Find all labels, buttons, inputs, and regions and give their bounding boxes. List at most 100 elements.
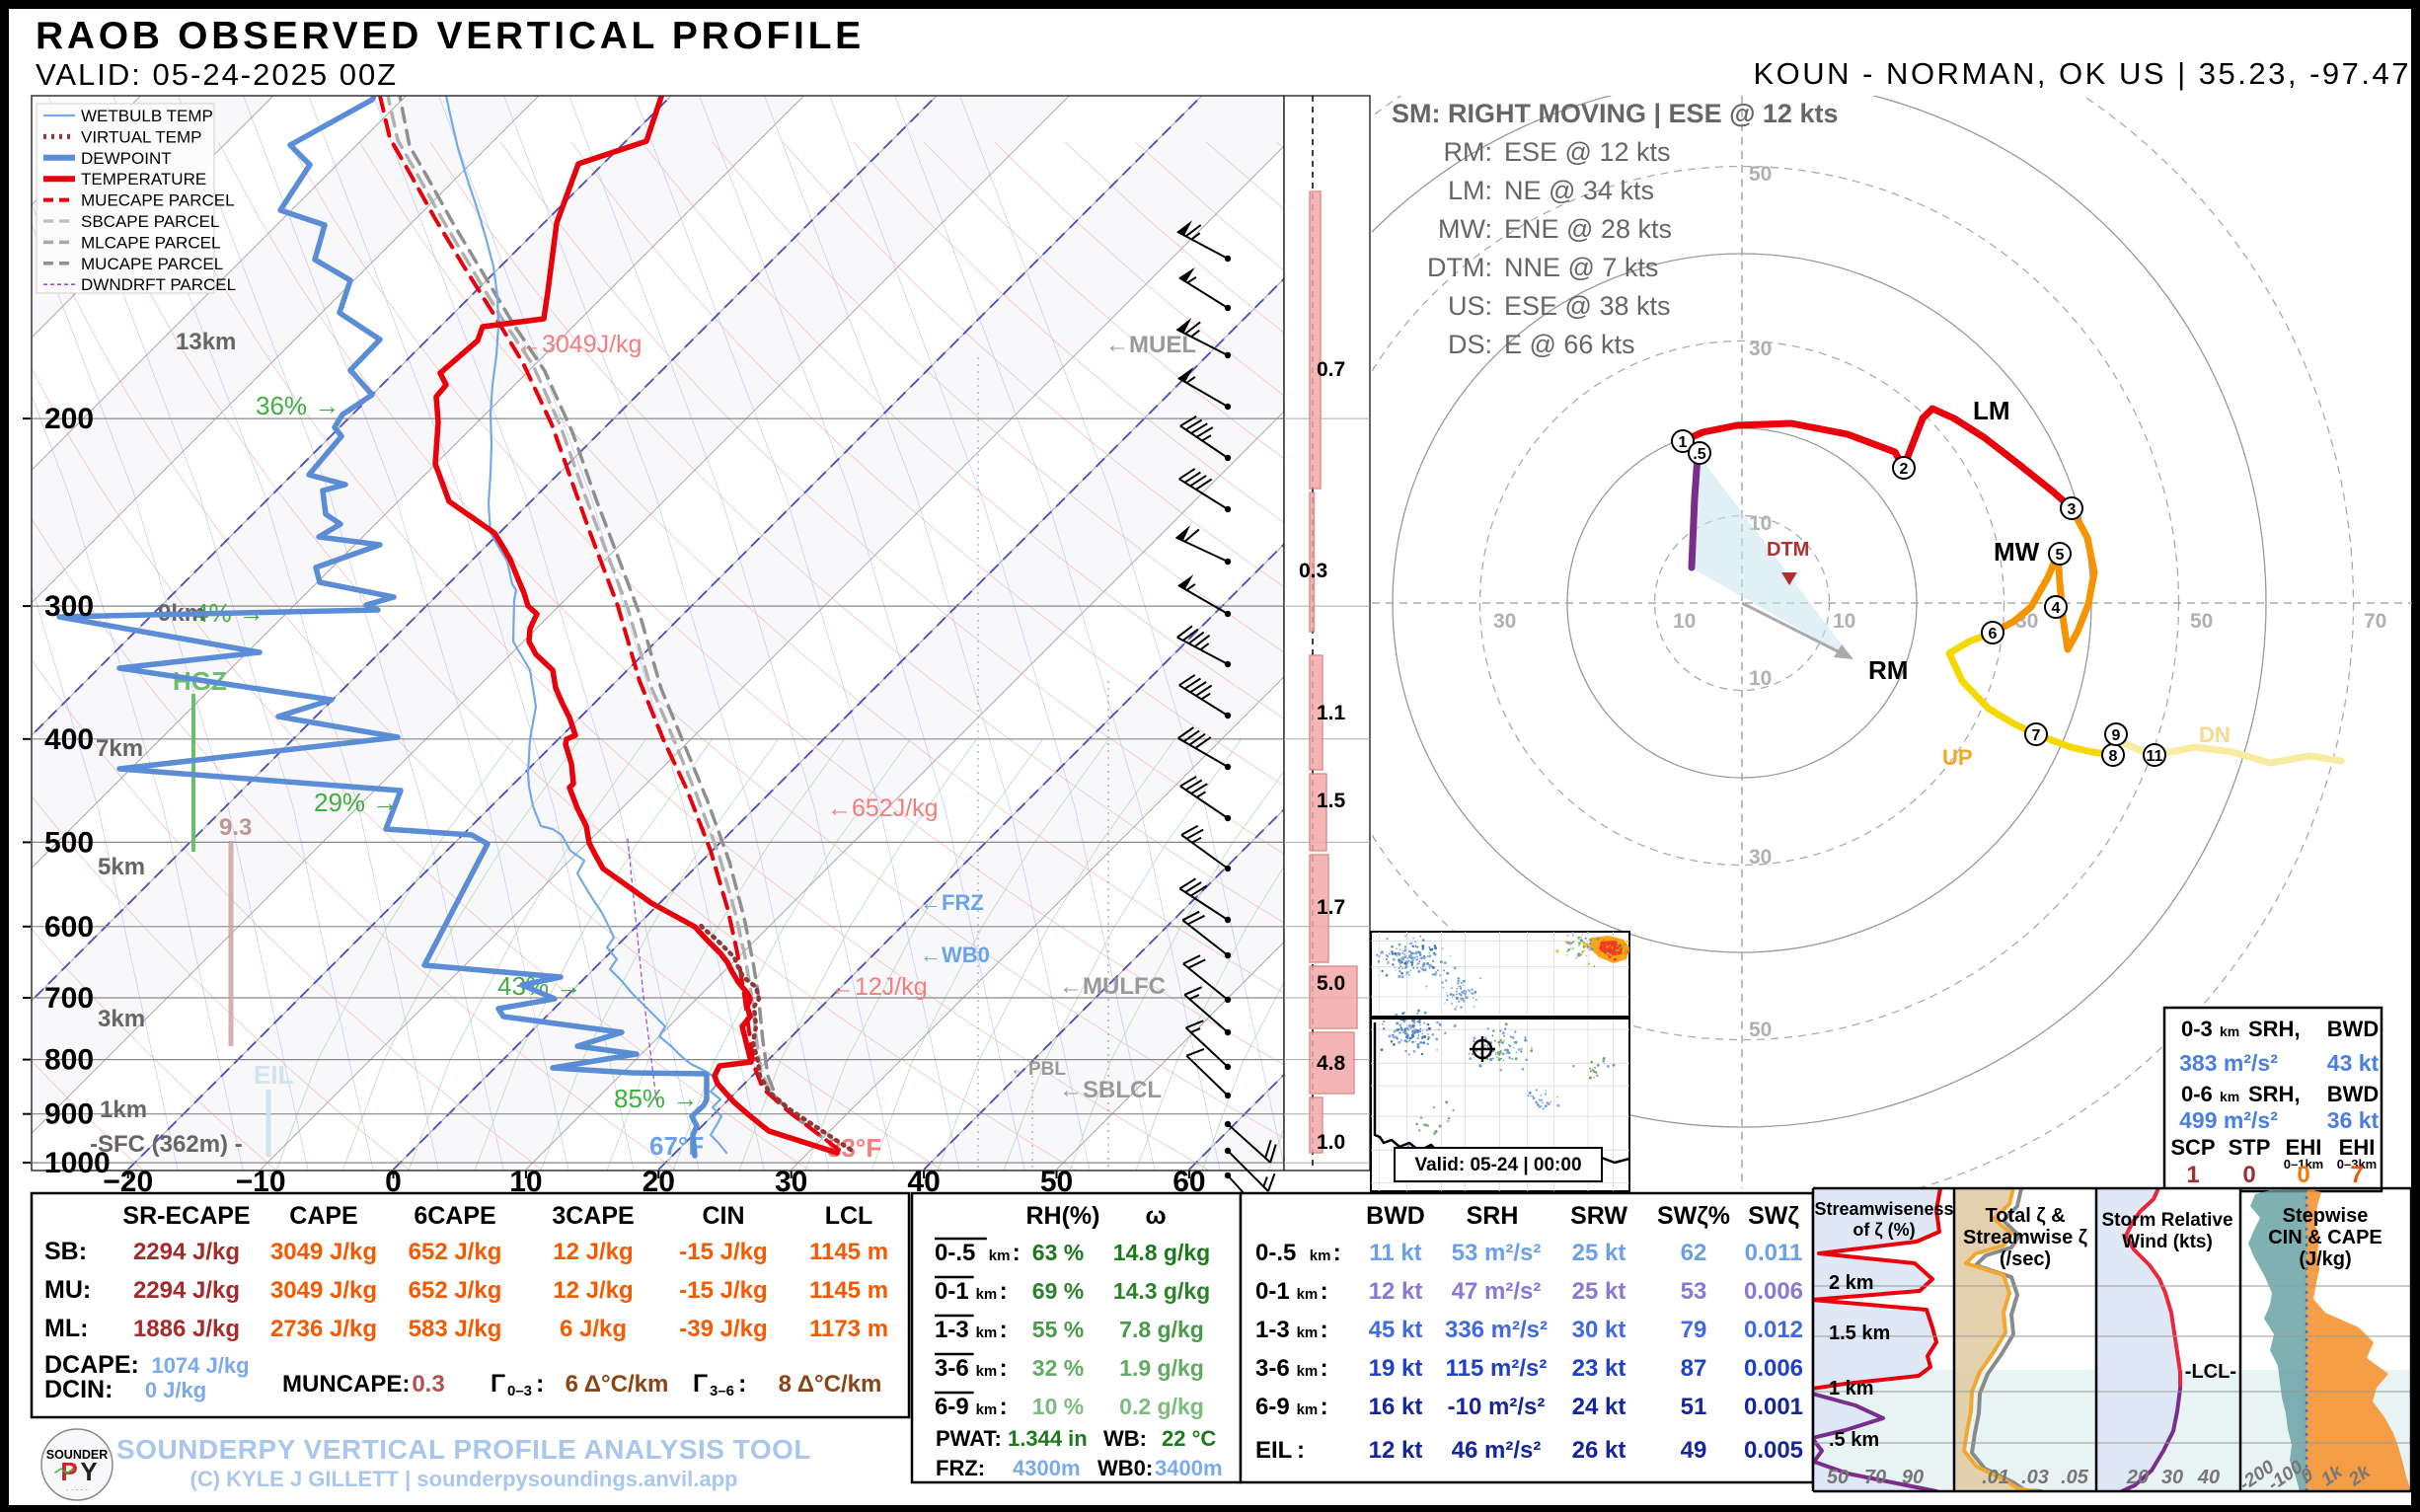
svg-text:SRW: SRW <box>1570 1202 1627 1230</box>
svg-text:EHI: EHI <box>2339 1135 2376 1160</box>
svg-text:6 J/kg: 6 J/kg <box>560 1316 627 1342</box>
svg-text:2 km: 2 km <box>1829 1272 1874 1294</box>
svg-text:9: 9 <box>2112 727 2121 744</box>
svg-text:30 kt: 30 kt <box>1572 1317 1626 1343</box>
svg-text:←WB0: ←WB0 <box>920 943 990 967</box>
svg-text:11 kt: 11 kt <box>1369 1240 1421 1266</box>
svg-text:DCAPE:: DCAPE: <box>44 1351 139 1379</box>
svg-text::: : <box>1013 1240 1021 1266</box>
svg-text::: : <box>1321 1317 1328 1343</box>
svg-text:WB0:: WB0: <box>1097 1456 1153 1480</box>
svg-text:1km: 1km <box>100 1096 147 1123</box>
svg-text:383 m²/s²: 383 m²/s² <box>2179 1050 2278 1076</box>
svg-text:13km: 13km <box>176 329 236 355</box>
svg-text:DTM:: DTM: <box>1427 253 1492 282</box>
svg-text:1.0: 1.0 <box>1317 1131 1345 1154</box>
svg-text:-LCL-: -LCL- <box>2185 1361 2236 1383</box>
svg-text:36% →: 36% → <box>256 391 340 420</box>
svg-text:RM:: RM: <box>1444 137 1493 167</box>
svg-text:652 J/kg: 652 J/kg <box>409 1277 502 1304</box>
svg-text:25 kt: 25 kt <box>1572 1240 1626 1266</box>
svg-text:CIN: CIN <box>702 1202 744 1230</box>
svg-text:RH(%): RH(%) <box>1026 1202 1100 1230</box>
svg-text::: : <box>1321 1355 1328 1382</box>
svg-text:10: 10 <box>1673 610 1696 633</box>
svg-text:NNE @ 7 kts: NNE @ 7 kts <box>1504 253 1658 282</box>
svg-text:CAPE: CAPE <box>289 1202 357 1230</box>
svg-text:WB:: WB: <box>1103 1426 1147 1451</box>
svg-text:EIL: EIL <box>1255 1437 1292 1464</box>
svg-text:0-1: 0-1 <box>935 1278 969 1305</box>
svg-text:16 kt: 16 kt <box>1369 1394 1423 1420</box>
svg-text:RAOB OBSERVED VERTICAL PROFILE: RAOB OBSERVED VERTICAL PROFILE <box>36 15 865 57</box>
svg-text:0-1: 0-1 <box>1255 1278 1290 1305</box>
svg-text:0 J/kg: 0 J/kg <box>145 1378 206 1402</box>
svg-text:0.001: 0.001 <box>1744 1394 1803 1420</box>
svg-text:NE @ 34 kts: NE @ 34 kts <box>1504 176 1654 205</box>
svg-text:SRH,: SRH, <box>2248 1082 2301 1106</box>
svg-text:4.8: 4.8 <box>1317 1052 1346 1075</box>
svg-text:30: 30 <box>2161 1467 2183 1488</box>
svg-text:DTM: DTM <box>1767 539 1809 561</box>
svg-text:25 kt: 25 kt <box>1572 1278 1626 1305</box>
svg-text:700: 700 <box>44 982 94 1015</box>
svg-text:800: 800 <box>44 1044 94 1077</box>
svg-text:DWNDRFT PARCEL: DWNDRFT PARCEL <box>81 275 236 294</box>
svg-text:SOUNDERPY VERTICAL PROFILE ANA: SOUNDERPY VERTICAL PROFILE ANALYSIS TOOL <box>116 1434 811 1465</box>
svg-text:3400m: 3400m <box>1155 1456 1223 1480</box>
svg-text:6 Δ°C/km: 6 Δ°C/km <box>566 1371 669 1398</box>
svg-text::: : <box>1321 1278 1328 1305</box>
svg-text:· · · · ·: · · · · · <box>66 1485 88 1494</box>
svg-text:7km: 7km <box>96 735 143 762</box>
svg-text:6CAPE: 6CAPE <box>414 1202 495 1230</box>
svg-text:3049 J/kg: 3049 J/kg <box>270 1277 377 1304</box>
svg-text::: : <box>1321 1394 1328 1420</box>
svg-text:2736 J/kg: 2736 J/kg <box>270 1316 377 1342</box>
svg-text:-15 J/kg: -15 J/kg <box>679 1277 767 1304</box>
svg-text:50: 50 <box>1749 1019 1772 1041</box>
svg-text:Wind (kts): Wind (kts) <box>2122 1232 2213 1252</box>
svg-text:TEMPERATURE: TEMPERATURE <box>81 170 206 189</box>
svg-text:MUECAPE PARCEL: MUECAPE PARCEL <box>81 191 235 210</box>
svg-text:43 kt: 43 kt <box>2327 1050 2380 1076</box>
svg-text:0-.5: 0-.5 <box>1255 1240 1296 1266</box>
svg-text:KOUN - NORMAN, OK US | 35.23,: KOUN - NORMAN, OK US | 35.23, -97.47 <box>1753 56 2411 91</box>
svg-text:.05: .05 <box>2061 1467 2089 1488</box>
svg-text:km: km <box>989 1247 1011 1264</box>
svg-text:DS:: DS: <box>1448 330 1492 359</box>
svg-text:PWAT:: PWAT: <box>936 1426 1002 1451</box>
svg-text:ESE @ 38 kts: ESE @ 38 kts <box>1504 291 1670 321</box>
svg-text:1173 m: 1173 m <box>809 1316 888 1342</box>
svg-text:5km: 5km <box>98 854 145 880</box>
svg-text:VIRTUAL TEMP: VIRTUAL TEMP <box>81 127 202 146</box>
svg-text:km: km <box>2220 1089 2239 1104</box>
svg-text:US:: US: <box>1448 291 1492 321</box>
svg-text:47 m²/s²: 47 m²/s² <box>1452 1278 1542 1305</box>
svg-text:50: 50 <box>2190 610 2213 633</box>
svg-text:km: km <box>1297 1324 1319 1341</box>
svg-text:55 %: 55 % <box>1032 1317 1084 1342</box>
svg-text:0.3: 0.3 <box>1299 560 1327 582</box>
svg-text:12 J/kg: 12 J/kg <box>553 1277 633 1304</box>
svg-text:←12J/kg: ←12J/kg <box>830 973 928 1001</box>
svg-text:40: 40 <box>2197 1467 2220 1488</box>
svg-text:7: 7 <box>2032 727 2041 744</box>
svg-text:7: 7 <box>2350 1162 2363 1188</box>
svg-text:26 kt: 26 kt <box>1572 1437 1626 1464</box>
svg-text:20: 20 <box>2126 1467 2149 1488</box>
svg-text:49: 49 <box>1681 1437 1707 1464</box>
svg-text:22 °C: 22 °C <box>1162 1426 1216 1451</box>
svg-text:0.011: 0.011 <box>1745 1240 1803 1266</box>
svg-text:30: 30 <box>1493 610 1516 633</box>
svg-text:0.006: 0.006 <box>1744 1355 1803 1382</box>
svg-text:1.1: 1.1 <box>1317 702 1346 724</box>
svg-text:6-9: 6-9 <box>935 1394 969 1420</box>
svg-text:SRH,: SRH, <box>2248 1017 2301 1041</box>
svg-text:1.5: 1.5 <box>1317 790 1346 812</box>
svg-text:Valid: 05-24 | 00:00: Valid: 05-24 | 00:00 <box>1414 1155 1581 1175</box>
svg-text:MW:: MW: <box>1438 214 1492 244</box>
svg-text:E @ 66 kts: E @ 66 kts <box>1504 330 1634 359</box>
svg-text:1074 J/kg: 1074 J/kg <box>151 1353 249 1378</box>
svg-text:←SBLCL: ←SBLCL <box>1059 1077 1162 1103</box>
svg-text::: : <box>1000 1317 1008 1343</box>
